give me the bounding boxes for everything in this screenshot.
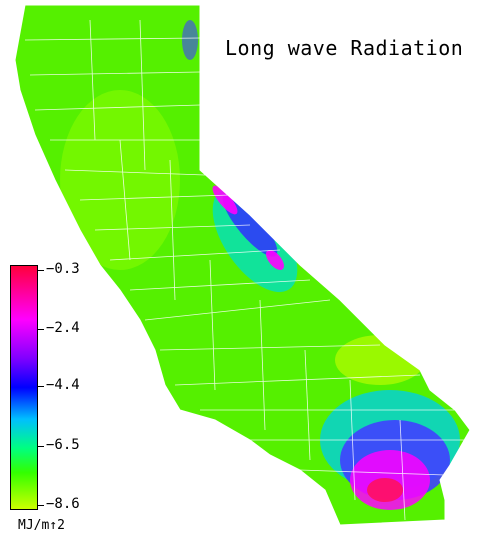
- legend-units: MJ/m↑2: [18, 518, 65, 533]
- legend-tick-label: −8.6: [46, 496, 80, 512]
- legend-tick: [38, 270, 44, 271]
- legend-tick-label: −2.4: [46, 320, 80, 337]
- legend-tick: [38, 445, 44, 447]
- northeast-blue-spot: [182, 20, 198, 60]
- legend-tick: [38, 505, 44, 506]
- legend-colorbar: [10, 265, 38, 510]
- legend-tick-label: −0.3: [46, 261, 80, 277]
- county-lines: [24, 19, 465, 521]
- legend-tick-label: −4.4: [46, 377, 80, 394]
- sierra-magenta-spot: [212, 185, 238, 215]
- coastal-yellow-zone: [60, 90, 180, 270]
- legend-tick: [38, 386, 44, 388]
- south-red-spot: [367, 478, 403, 502]
- state-outline: [14, 4, 471, 526]
- legend-tick-label: −6.5: [46, 436, 80, 453]
- legend-tick: [38, 329, 44, 331]
- sierra-magenta-spot-2: [266, 250, 284, 270]
- desert-yellow-zone: [335, 335, 425, 385]
- map-title: Long wave Radiation: [225, 36, 464, 60]
